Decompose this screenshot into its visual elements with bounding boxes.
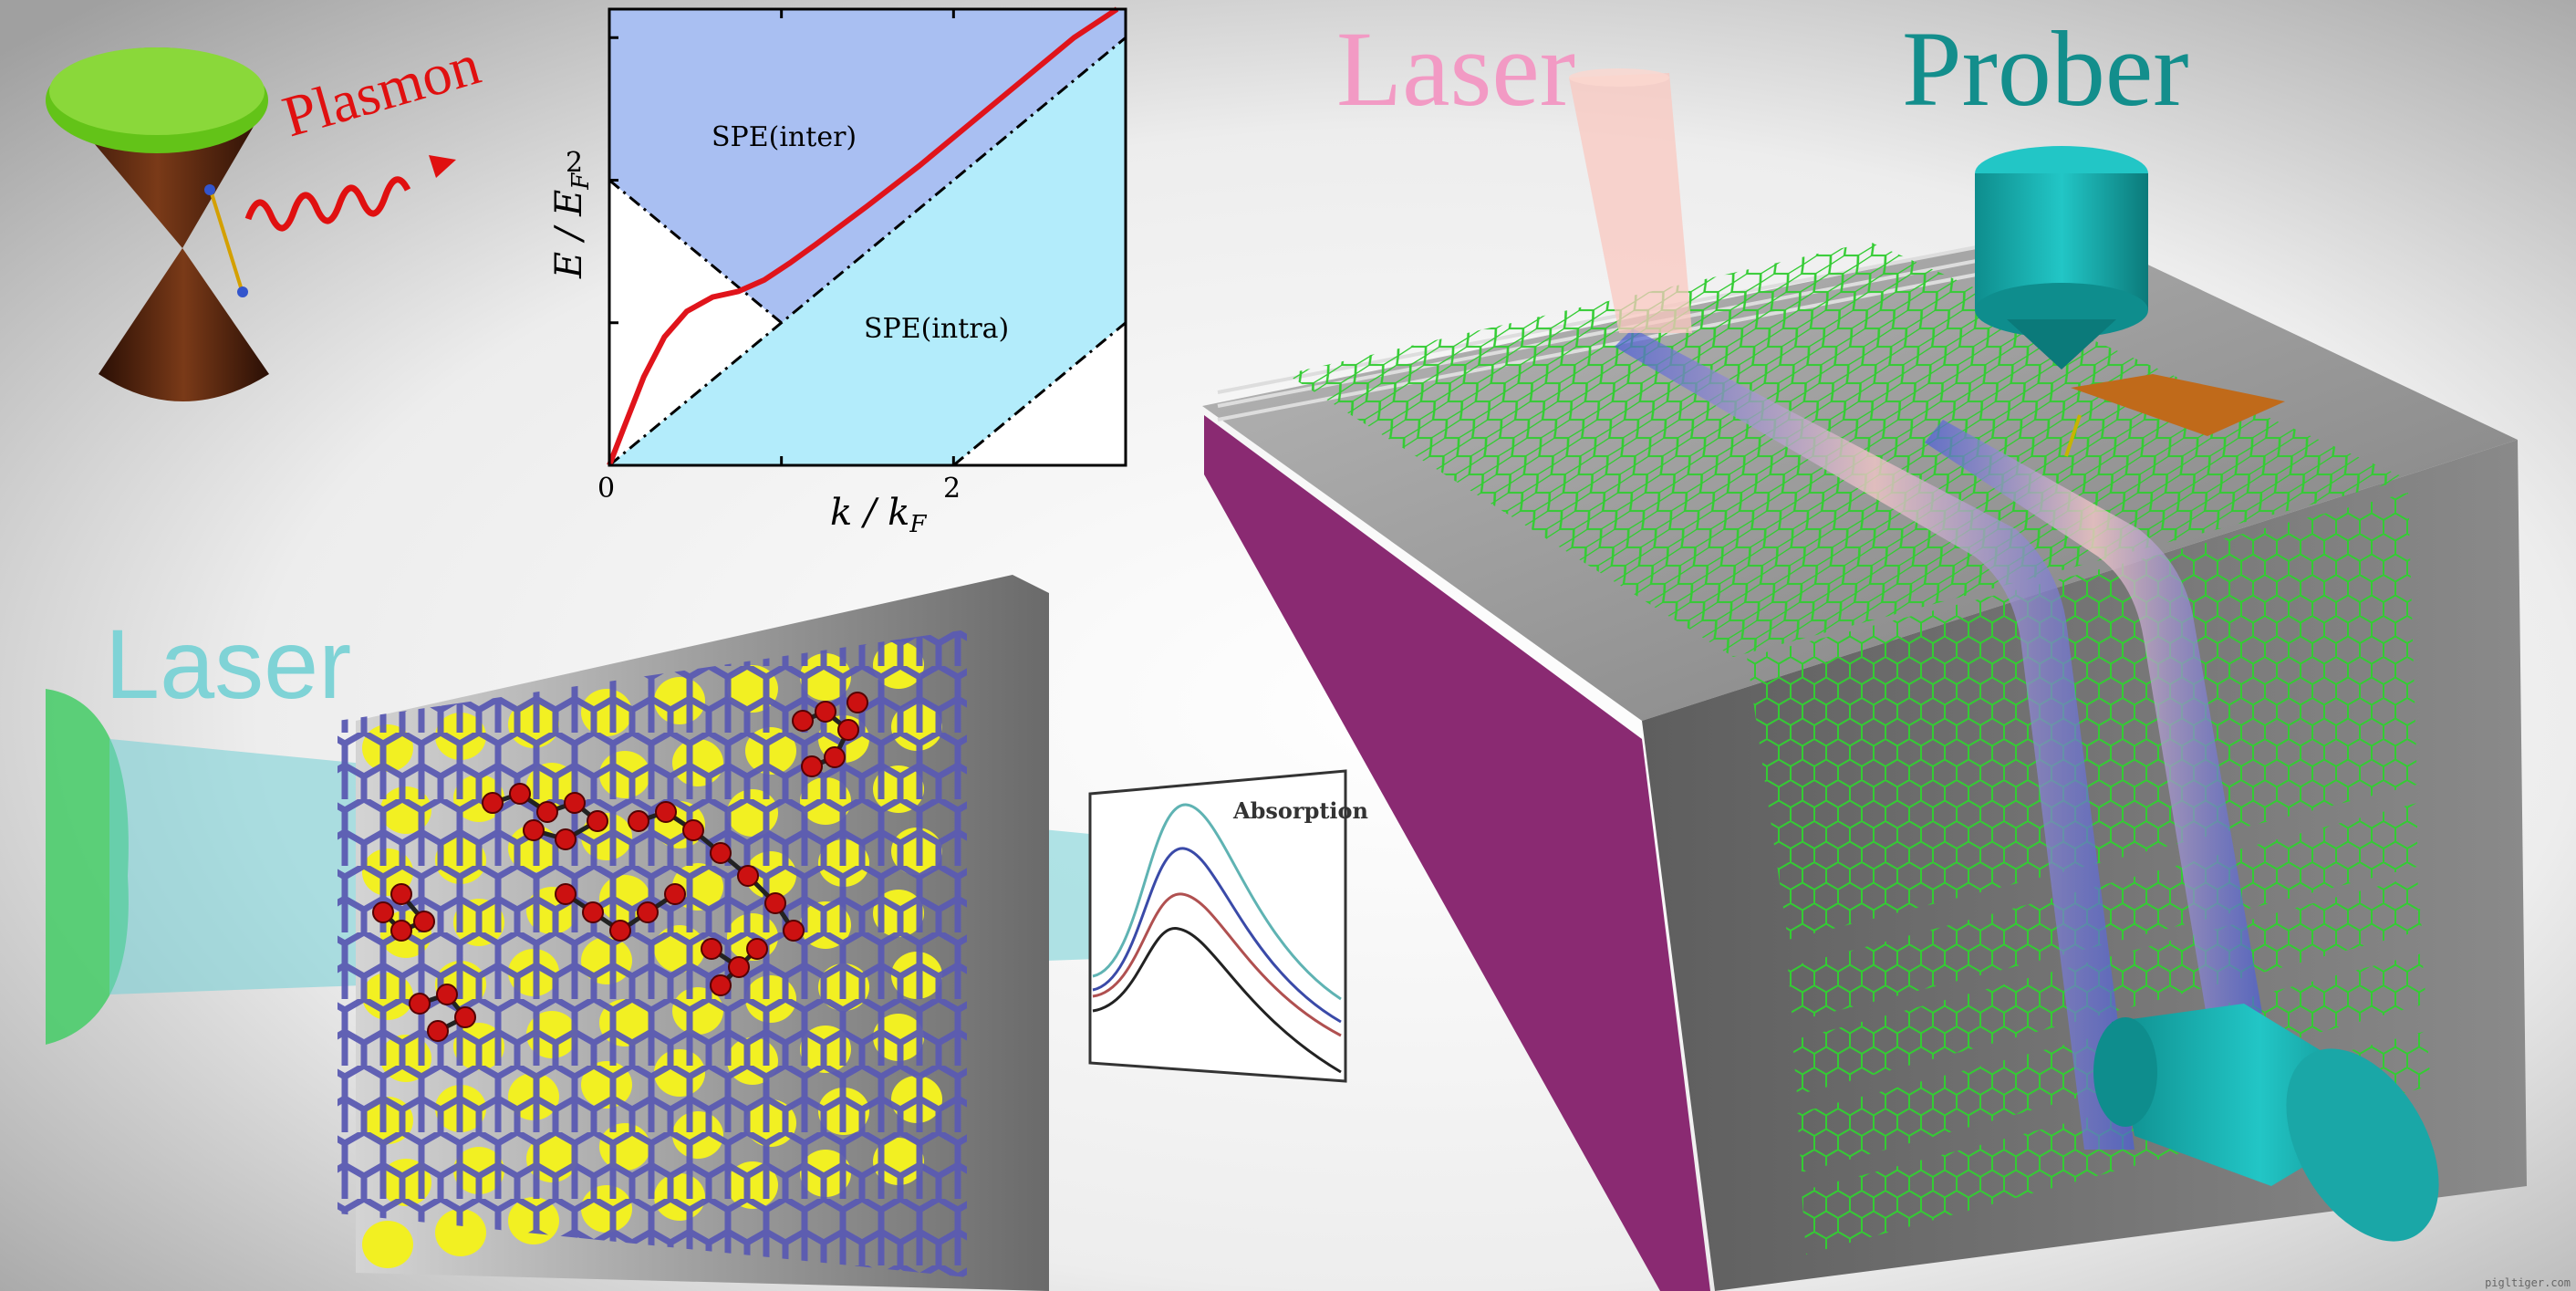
- molecule-atom: [710, 842, 732, 864]
- molecule-atom: [536, 801, 558, 823]
- spe-inter-region: [609, 9, 1126, 323]
- absorption-curve-3: [1092, 892, 1342, 1037]
- molecule-atom: [564, 792, 586, 814]
- molecule-atom: [824, 746, 846, 768]
- molecule-atom: [454, 1006, 476, 1028]
- molecule-atom: [609, 920, 631, 942]
- molecule-atom: [436, 984, 458, 1005]
- molecule-atom: [523, 819, 545, 841]
- molecule-atom: [582, 901, 604, 923]
- molecule-atom: [587, 810, 608, 832]
- molecule-atom: [710, 974, 732, 996]
- x-tick-0: 0: [597, 473, 615, 505]
- region-label-intra: SPE(intra): [864, 313, 1009, 345]
- absorption-curve-2: [1092, 847, 1342, 1024]
- boundary-line-2: [608, 36, 1127, 467]
- molecule-atom: [746, 938, 768, 960]
- y-tick-2: 2: [566, 147, 583, 179]
- prober-label: Prober: [1902, 9, 2189, 129]
- molecule-atom: [409, 993, 431, 1015]
- plasmon-dispersion-curve: [607, 6, 1119, 467]
- graphene-front-layer: [1747, 493, 2417, 940]
- molecule-atom: [413, 911, 435, 932]
- watermark: pigltiger.com: [2485, 1276, 2571, 1289]
- region-label-inter: SPE(inter): [712, 121, 857, 153]
- y-axis-label: E / EF: [548, 172, 595, 279]
- molecule-atom: [509, 783, 531, 805]
- molecule-atom: [728, 956, 750, 978]
- plasmon-arrowhead: [429, 155, 456, 178]
- molecule-atom: [372, 901, 394, 923]
- laser-label-left: Laser: [105, 609, 352, 719]
- absorption-curve-1: [1092, 803, 1342, 1001]
- molecule-atom: [555, 883, 576, 905]
- molecule-atom: [764, 892, 786, 914]
- molecule-atom: [701, 938, 722, 960]
- molecule-atom: [783, 920, 805, 942]
- adsorbed-molecules: [372, 692, 868, 1042]
- plasmon-wave: [244, 176, 411, 232]
- graphene-lattice-blue: [338, 630, 967, 1277]
- molecule-atom: [815, 701, 836, 723]
- x-axis-label: k / kF: [830, 492, 927, 538]
- x-tick-2: 2: [943, 473, 961, 505]
- plasmon-stripe-1: [1615, 328, 2135, 1150]
- molecule-atom: [390, 920, 412, 942]
- dirac-cone: [46, 47, 269, 401]
- molecule-atom: [664, 883, 686, 905]
- molecule-atom: [655, 801, 677, 823]
- molecule-atom: [801, 755, 823, 777]
- dispersion-plot: 0 2 2 SPE(inter) SPE(intra) E / EF k / k…: [548, 6, 1127, 538]
- absorption-panel: Absorption: [1088, 769, 1368, 1083]
- prober-top: [1975, 146, 2148, 370]
- device-block: [1202, 68, 2527, 1291]
- substrate-left: [1204, 415, 1710, 1291]
- prober-bottom: [2093, 1004, 2439, 1242]
- molecule-atom: [390, 883, 412, 905]
- molecule-atom: [682, 819, 704, 841]
- molecule-atom: [427, 1020, 449, 1042]
- boundary-line-1: [608, 179, 783, 324]
- molecule-atom: [847, 692, 868, 713]
- molecule-atom: [555, 828, 576, 850]
- laser-label-top: Laser: [1336, 9, 1576, 129]
- molecule-atom: [737, 865, 759, 887]
- molecule-atom: [792, 710, 814, 732]
- laser-source: [46, 689, 129, 1045]
- molecule-atom: [837, 719, 859, 741]
- molecule-atom: [628, 810, 649, 832]
- sensing-scene: [46, 575, 1250, 1291]
- molecule-atom: [637, 901, 659, 923]
- absorption-curve-4: [1092, 927, 1342, 1074]
- electrode-pad: [2071, 374, 2285, 436]
- plasmon-stripe-2: [1925, 420, 2262, 1022]
- absorption-label: Absorption: [1232, 797, 1368, 824]
- hotspot: [362, 1221, 413, 1268]
- laser-beam-top: [1569, 73, 1692, 333]
- boundary-line-3: [952, 321, 1127, 467]
- molecule-atom: [482, 792, 504, 814]
